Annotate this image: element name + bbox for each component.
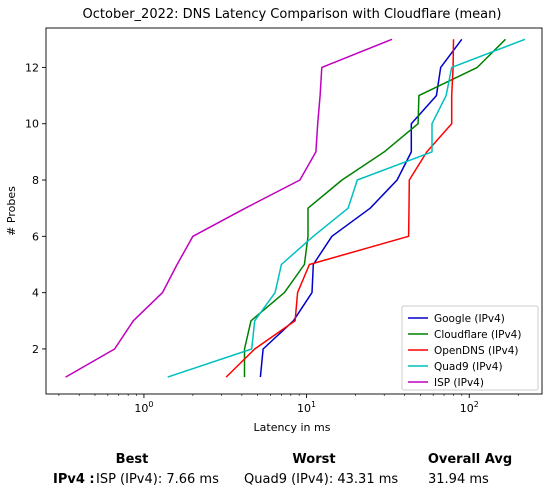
x-tick-label-1: 101 — [297, 400, 316, 415]
y-tick-label-1: 4 — [32, 287, 39, 300]
legend-label-4: ISP (IPv4) — [434, 377, 484, 389]
overall-avg-header: Overall Avg — [427, 452, 513, 467]
legend-label-0: Google (IPv4) — [434, 313, 505, 325]
overall-avg-value: 31.94 ms — [428, 472, 489, 487]
chart-title: October_2022: DNS Latency Comparison wit… — [83, 7, 502, 22]
y-tick-label-2: 6 — [32, 230, 39, 243]
summary-table: Best Worst Overall Avg IPv4 : ISP (IPv4)… — [0, 448, 548, 494]
series-line-3 — [167, 38, 526, 378]
worst-value: Quad9 (IPv4): 43.31 ms — [244, 472, 399, 487]
series-line-1 — [243, 38, 507, 378]
y-tick-label-5: 12 — [25, 61, 39, 74]
x-ticks: 100 101 102 — [58, 394, 519, 415]
legend-label-1: Cloudflare (IPv4) — [434, 329, 521, 341]
y-tick-label-4: 10 — [25, 118, 39, 131]
x-tick-label-2: 102 — [460, 400, 479, 415]
legend-box — [401, 305, 539, 391]
worst-header: Worst — [292, 452, 336, 467]
series-line-4 — [65, 38, 393, 378]
series-layer — [65, 38, 526, 378]
y-axis-label: # Probes — [5, 186, 18, 236]
y-tick-label-3: 8 — [32, 174, 39, 187]
y-ticks: 2 4 6 8 10 12 — [25, 61, 46, 356]
series-line-2 — [225, 39, 455, 378]
best-value: ISP (IPv4): 7.66 ms — [96, 472, 219, 487]
latency-chart: October_2022: DNS Latency Comparison wit… — [5, 7, 543, 434]
legend-label-2: OpenDNS (IPv4) — [434, 345, 519, 357]
series-line-0 — [259, 38, 463, 378]
legend: Google (IPv4) Cloudflare (IPv4) OpenDNS (I… — [401, 305, 539, 391]
ipv4-row-label: IPv4 : — [53, 472, 95, 487]
x-axis-label: Latency in ms — [254, 421, 331, 434]
legend-label-3: Quad9 (IPv4) — [434, 361, 503, 373]
y-tick-label-0: 2 — [32, 343, 39, 356]
best-header: Best — [115, 452, 149, 467]
x-tick-label-0: 100 — [134, 400, 153, 415]
